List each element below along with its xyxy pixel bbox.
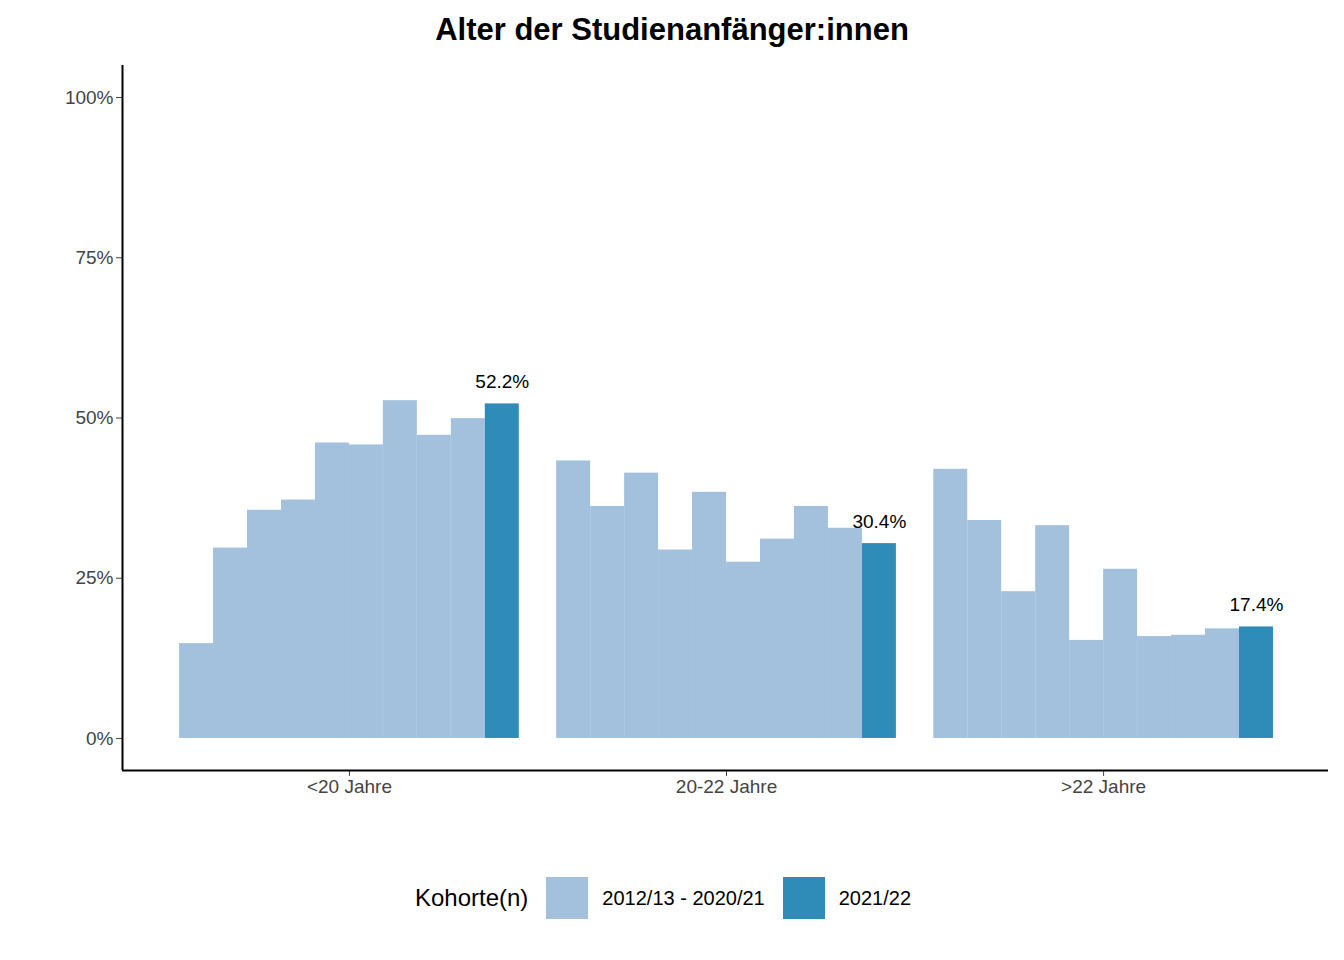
svg-text:20-22 Jahre: 20-22 Jahre [676,776,777,797]
svg-text:52.2%: 52.2% [475,371,529,392]
svg-text:<20 Jahre: <20 Jahre [307,776,392,797]
svg-text:75%: 75% [75,247,113,268]
svg-text:25%: 25% [75,567,113,588]
svg-text:50%: 50% [75,407,113,428]
svg-text:>22 Jahre: >22 Jahre [1061,776,1146,797]
svg-text:0%: 0% [86,728,114,749]
svg-text:30.4%: 30.4% [852,511,906,532]
svg-text:17.4%: 17.4% [1230,594,1284,615]
html-text:2012/13 - 2020/21: 2012/13 - 2020/21 [602,886,765,909]
html-text:Alter der Studienanfänger:inne: Alter der Studienanfänger:innen [435,12,909,47]
html-text:Kohorte(n): Kohorte(n) [415,884,529,911]
svg-text:100%: 100% [65,87,114,108]
html-text:2021/22: 2021/22 [838,886,911,909]
